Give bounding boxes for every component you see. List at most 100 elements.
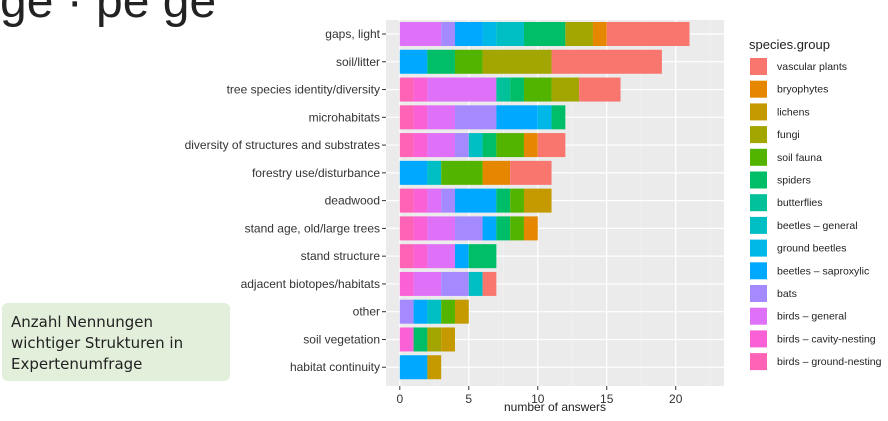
bar-segment: spiders: 2 [427,49,455,74]
legend-label: vascular plants [777,61,847,73]
y-tick-label: tree species identity/diversity [227,83,380,97]
bar-segment: butterflies: 1 [496,77,511,102]
bar-segment: beetles – saproxylic: 1 [413,299,428,324]
bar-segment: spiders: 1 [413,327,428,352]
legend-swatch [750,330,767,348]
x-tick-label: 0 [396,392,403,406]
legend: species.group vascular plants bryophytes l… [749,37,882,371]
y-tick-label: adjacent biotopes/habitats [241,277,380,291]
bar-segment: bats: 2 [454,216,483,241]
bar-segment: bats: 2 [441,271,469,296]
bar-segment: spiders: 1 [510,77,524,102]
bar-segment: fungi: 2 [551,77,580,102]
bar-segment: birds – general: 3 [399,22,442,46]
x-tick-label: 15 [600,392,614,406]
bar-segment: beetles – saproxylic: 2 [399,160,428,185]
legend-swatch [750,58,767,75]
bar-segment: vascular plants: 6 [606,22,690,46]
bar-segment: soil fauna: 1 [510,188,524,213]
bar-segment: fungi: 5 [482,49,552,74]
bar-segment: beetles – saproxylic: 2 [454,22,483,46]
x-tick-label: 10 [531,392,545,406]
bar-segment: birds – ground-nesting: 1 [399,133,414,158]
bar-segment: birds – ground-nesting: 1 [399,244,414,269]
bar-segment: birds – ground-nesting: 1 [399,105,414,130]
legend-swatch [750,103,767,121]
y-tick-label: diversity of structures and substrates [185,138,380,152]
x-axis: 0 5 10 15 20 [396,386,683,406]
bar-segment: beetles – general: 1 [468,133,483,158]
bar-segment: ground beetles: 1 [482,22,497,46]
bar-segment: lichens: 1 [427,355,442,380]
y-tick-label: habitat continuity [290,360,380,374]
bar-segment: birds – cavity-nesting: 1 [413,105,428,130]
bar-segment: beetles – saproxylic: 3 [496,105,538,130]
bar-segment: fungi: 2 [565,22,593,46]
x-tick-label: 5 [465,392,472,406]
legend-swatch [750,194,767,212]
bar-segment: soil fauna: 1 [441,299,455,324]
bar-segment: bryophytes: 1 [592,22,607,46]
legend-swatch [750,126,767,144]
bar-segment: bryophytes: 1 [523,216,538,241]
x-axis-title: number of answers [504,400,606,414]
bar-segment: beetles – saproxylic: 2 [399,49,428,74]
bar-segment: soil fauna: 2 [523,77,552,102]
bar-segment: spiders: 2 [468,244,497,269]
bar-segment: bryophytes: 2 [482,160,511,185]
y-tick-label: forestry use/disturbance [252,166,380,180]
legend-title: species.group [749,37,830,52]
bar-segment: vascular plants: 3 [510,160,552,185]
bar-segment: birds – cavity-nesting: 1 [413,216,428,241]
y-tick-label: other [353,305,380,319]
legend-label: butterflies [777,197,823,209]
callout-box: Anzahl Nennungen wichtiger Strukturen in… [2,303,230,381]
legend-label: soil fauna [777,152,822,164]
bar-segment: vascular plants: 2 [537,133,566,158]
legend-label: birds – general [777,311,846,323]
bar-segment: soil fauna: 3 [441,160,483,185]
bar-segment: birds – cavity-nesting: 1 [399,271,414,296]
bar-segment: vascular plants: 8 [551,49,662,74]
bar-segment: spiders: 1 [496,188,511,213]
y-axis: gaps, light soil/litter tree species ident… [185,27,386,374]
bar-segment: birds – general: 2 [413,271,442,296]
x-tick-label: 20 [669,392,683,406]
y-tick-label: gaps, light [325,27,380,41]
bar-segment: ground beetles: 1 [537,105,552,130]
legend-label: beetles – general [777,220,858,232]
bar-segment: lichens: 1 [441,327,455,352]
bar-segment: birds – general: 5 [427,77,497,102]
bar-segment: spiders: 1 [496,216,511,241]
legend-label: birds – cavity-nesting [777,333,876,345]
legend-label: fungi [777,129,800,141]
bar-segment: birds – cavity-nesting: 1 [413,244,428,269]
bar-segment: bats: 1 [441,22,455,46]
bar-segment: birds – ground-nesting: 1 [399,216,414,241]
legend-label: bryophytes [777,84,828,96]
legend-label: beetles – saproxylic [777,265,869,277]
bars: birds – general: 3bats: 1beetles – sapro… [399,22,690,380]
legend-swatch [750,80,767,98]
bar-segment: birds – cavity-nesting: 1 [413,133,428,158]
bar-segment: bryophytes: 1 [523,133,538,158]
slide-title-fragment: ge · pe ge [0,0,217,28]
legend-label: ground beetles [777,243,846,255]
legend-swatch [750,148,767,166]
legend-swatch [750,285,767,302]
bar-segment: lichens: 2 [523,188,552,213]
bar-segment: soil fauna: 2 [454,49,483,74]
bar-segment: beetles – general: 1 [468,271,483,296]
legend-label: birds – ground-nesting [777,356,882,368]
bar-segment: birds – cavity-nesting: 1 [413,188,428,213]
legend-swatch [750,239,767,257]
legend-swatch [750,262,767,280]
bar-segment: birds – general: 2 [427,105,455,130]
bar-segment: fungi: 1 [427,327,442,352]
bar-segment: bats: 1 [441,188,455,213]
bar-segment: birds – cavity-nesting: 1 [399,327,414,352]
bar-segment: beetles – general: 1 [427,160,442,185]
bar-segment: spiders: 1 [551,105,566,130]
legend-swatch [750,307,767,325]
